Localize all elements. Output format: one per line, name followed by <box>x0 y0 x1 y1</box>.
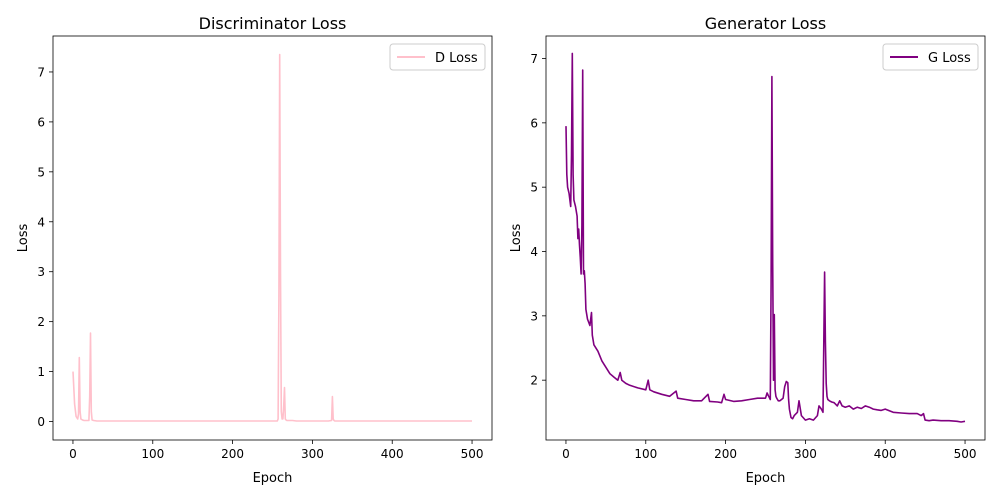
x-ticks-discriminator: 0 100 200 300 400 500 <box>69 440 483 461</box>
y-tick-label-discriminator: 1 <box>37 365 45 379</box>
legend-box-discriminator <box>389 43 486 71</box>
x-tick-label-generator: 100 <box>634 447 657 461</box>
x-ticks-generator: 0 100 200 300 400 500 <box>562 440 976 461</box>
plot-lines-generator <box>565 52 966 423</box>
x-tick-label-generator: 300 <box>794 447 817 461</box>
y-tick-label-generator: 2 <box>530 374 538 388</box>
y-tick-label-generator: 5 <box>530 181 538 195</box>
axes-frame-generator <box>545 35 986 441</box>
chart-generator: 0 100 200 300 400 500 2 3 4 5 6 7 Generator Loss E… <box>509 14 986 486</box>
y-tick-label-generator: 4 <box>530 245 538 259</box>
chart-title-discriminator: Discriminator Loss <box>199 14 347 33</box>
y-tick-label-discriminator: 6 <box>37 115 45 129</box>
plot-area-generator <box>546 36 985 440</box>
x-tick-label-discriminator: 400 <box>381 447 404 461</box>
y-tick-label-generator: 6 <box>530 116 538 130</box>
legend-box-generator <box>882 43 979 71</box>
plot-lines-discriminator <box>72 53 472 422</box>
x-tick-label-discriminator: 300 <box>301 447 324 461</box>
y-tick-label-discriminator: 4 <box>37 215 45 229</box>
legend-generator: G Loss <box>882 43 979 71</box>
plot-area-discriminator <box>53 36 492 440</box>
axes-frame-discriminator <box>52 35 493 441</box>
legend-label-g-loss: G Loss <box>928 51 971 66</box>
y-tick-label-discriminator: 0 <box>37 415 45 429</box>
series-line-generator-0 <box>565 52 966 423</box>
x-tick-label-discriminator: 0 <box>69 447 77 461</box>
y-ticks-discriminator: 0 1 2 3 4 5 6 7 <box>37 65 53 429</box>
legend-label-d-loss: D Loss <box>435 51 478 66</box>
x-tick-label-discriminator: 200 <box>221 447 244 461</box>
series-line-discriminator-0 <box>72 53 472 422</box>
x-tick-label-discriminator: 500 <box>461 447 484 461</box>
x-tick-label-generator: 400 <box>874 447 897 461</box>
x-tick-label-generator: 0 <box>562 447 570 461</box>
y-ticks-generator: 2 3 4 5 6 7 <box>530 52 546 388</box>
y-tick-label-discriminator: 5 <box>37 165 45 179</box>
y-tick-label-discriminator: 2 <box>37 315 45 329</box>
chart-discriminator: 0 100 200 300 400 500 0 1 2 3 4 5 6 7 Discriminator … <box>16 14 493 486</box>
legend-discriminator: D Loss <box>389 43 486 71</box>
chart-title-generator: Generator Loss <box>705 14 826 33</box>
y-axis-label-discriminator: Loss <box>16 224 31 253</box>
x-tick-label-discriminator: 100 <box>141 447 164 461</box>
x-axis-label-discriminator: Epoch <box>253 471 293 486</box>
x-tick-label-generator: 200 <box>714 447 737 461</box>
y-tick-label-discriminator: 3 <box>37 265 45 279</box>
x-tick-label-generator: 500 <box>954 447 977 461</box>
x-axis-label-generator: Epoch <box>746 471 786 486</box>
y-tick-label-generator: 7 <box>530 52 538 66</box>
y-tick-label-generator: 3 <box>530 309 538 323</box>
y-tick-label-discriminator: 7 <box>37 65 45 79</box>
y-axis-label-generator: Loss <box>509 224 524 253</box>
